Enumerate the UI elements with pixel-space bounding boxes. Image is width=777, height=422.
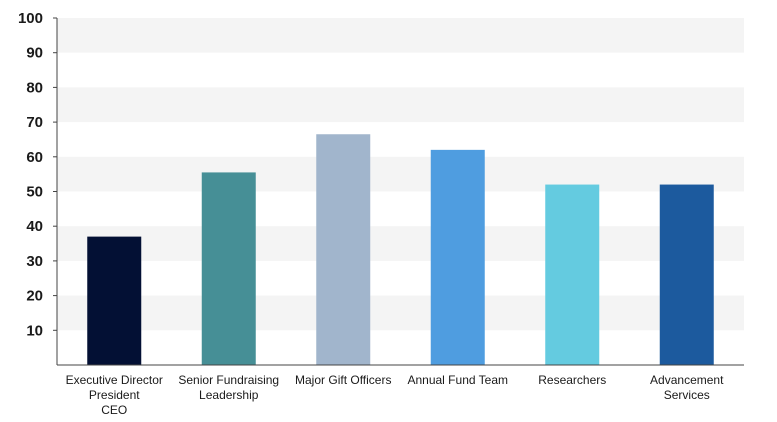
- grid-band: [57, 18, 744, 53]
- x-category-label: Executive Director President CEO: [66, 373, 163, 417]
- y-tick-label: 90: [26, 45, 43, 62]
- grid-band: [57, 226, 744, 261]
- grid-band: [57, 87, 744, 123]
- bar: [430, 149, 485, 365]
- grid-band: [57, 156, 744, 192]
- y-tick-label: 70: [26, 114, 43, 131]
- y-tick-label: 80: [26, 79, 43, 96]
- x-category-label: Annual Fund Team: [407, 373, 508, 387]
- grid-band: [57, 295, 744, 331]
- y-tick-label: 30: [26, 253, 43, 270]
- y-tick-label: 10: [26, 322, 43, 339]
- bar: [87, 236, 142, 365]
- y-tick-labels: 10 20 30 40 50 60 70 80 90 100: [18, 10, 57, 339]
- y-tick-label: 40: [26, 218, 43, 235]
- grid-bands: [57, 18, 744, 331]
- bar: [201, 172, 256, 365]
- x-category-label: Major Gift Officers: [295, 373, 391, 387]
- x-category-label: Researchers: [538, 373, 606, 387]
- y-tick-label: 60: [26, 149, 43, 166]
- x-category-label: Advancement Services: [650, 373, 724, 402]
- y-tick-label: 50: [26, 184, 43, 201]
- y-tick-label: 20: [26, 288, 43, 305]
- y-tick-label: 100: [18, 10, 43, 27]
- bar-series: [87, 134, 714, 365]
- bar: [659, 184, 714, 365]
- x-category-label: Senior Fundraising Leadership: [178, 373, 279, 402]
- bar: [316, 134, 371, 365]
- x-category-labels: Executive Director President CEO Senior Fun…: [66, 373, 725, 417]
- bar: [545, 184, 600, 365]
